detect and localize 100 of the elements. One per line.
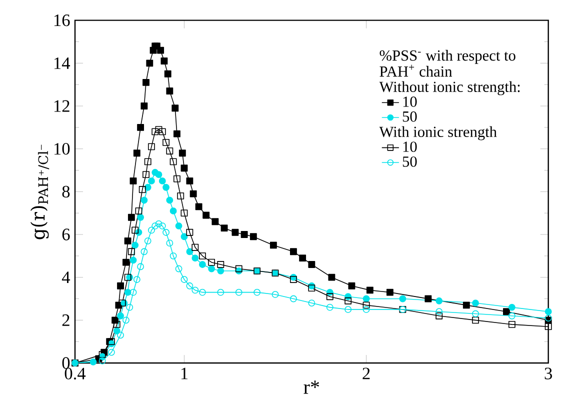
annotation: Without ionic strength: — [379, 81, 520, 96]
point — [290, 276, 297, 283]
point — [133, 276, 140, 283]
point — [180, 233, 188, 240]
point — [158, 222, 166, 230]
point — [144, 237, 152, 244]
point — [108, 348, 115, 356]
point — [508, 320, 516, 328]
y-tick-label: 10 — [54, 142, 70, 155]
x-axis-title: r* — [304, 380, 320, 394]
point — [436, 312, 443, 320]
point — [217, 261, 224, 268]
x-tick-label: 2 — [362, 368, 370, 380]
point — [436, 308, 443, 316]
point — [502, 308, 510, 316]
y-tick-label: 6 — [62, 228, 70, 240]
point — [362, 302, 370, 309]
legend-label: 10 — [403, 96, 417, 107]
point — [148, 226, 155, 234]
point — [250, 233, 257, 240]
point — [135, 207, 142, 214]
point — [299, 254, 306, 262]
point — [192, 244, 199, 251]
point — [117, 312, 124, 320]
point — [166, 196, 174, 204]
point — [137, 263, 144, 270]
point — [308, 300, 316, 306]
point — [177, 192, 184, 200]
point — [166, 240, 174, 247]
point — [212, 218, 219, 226]
point — [126, 304, 134, 311]
point — [362, 306, 370, 313]
point — [220, 224, 228, 232]
point — [98, 357, 106, 364]
point — [198, 288, 206, 296]
point — [148, 143, 155, 150]
point — [472, 300, 479, 306]
point — [208, 265, 216, 272]
point — [152, 128, 159, 136]
point — [508, 304, 516, 311]
point — [186, 177, 194, 184]
point — [180, 276, 188, 283]
point — [326, 293, 334, 300]
point — [144, 158, 152, 166]
point — [124, 237, 132, 244]
legend-label: 50 — [402, 111, 417, 122]
legend-label: 10 — [403, 142, 417, 152]
legend-title: %PSS$^{-}$ with respect to PAH$^{+}$ chain — [380, 50, 516, 77]
point — [544, 323, 552, 330]
point — [190, 190, 197, 198]
point — [158, 128, 166, 136]
y-tick-label: 8 — [62, 186, 70, 198]
point — [198, 252, 206, 260]
point — [186, 228, 194, 236]
point — [235, 288, 242, 296]
point — [175, 222, 182, 230]
point — [508, 312, 516, 320]
y-axis-title: g(r)$_{PAH⁺/Cl⁻}$ — [30, 144, 50, 240]
point — [192, 254, 199, 262]
y-tick-label: 2 — [62, 314, 70, 326]
point — [133, 150, 140, 157]
point — [366, 286, 374, 294]
point — [132, 242, 139, 249]
point — [170, 252, 177, 260]
point — [164, 70, 172, 78]
point — [122, 258, 130, 266]
point — [162, 228, 170, 236]
point — [137, 124, 144, 131]
point — [217, 288, 224, 296]
point — [142, 171, 150, 178]
point — [180, 164, 188, 172]
point — [146, 60, 154, 67]
point — [172, 104, 179, 112]
point — [348, 282, 356, 290]
point — [170, 158, 177, 166]
point — [90, 358, 97, 366]
point — [290, 295, 297, 302]
point — [270, 242, 277, 249]
point — [232, 228, 239, 236]
point — [192, 286, 199, 294]
point — [186, 248, 194, 256]
point — [175, 265, 182, 272]
point — [166, 148, 174, 154]
point — [128, 248, 135, 256]
point — [155, 126, 162, 134]
point — [162, 138, 170, 146]
point — [544, 308, 552, 316]
point — [208, 258, 216, 266]
point — [308, 284, 316, 292]
point — [344, 297, 352, 304]
point — [173, 175, 180, 182]
point — [254, 288, 261, 296]
point — [117, 282, 124, 290]
y-tick-label: 14 — [54, 57, 70, 69]
point — [152, 222, 159, 230]
point — [202, 212, 210, 219]
point — [155, 171, 162, 178]
point — [436, 297, 443, 304]
point — [472, 316, 479, 324]
point — [472, 310, 479, 318]
